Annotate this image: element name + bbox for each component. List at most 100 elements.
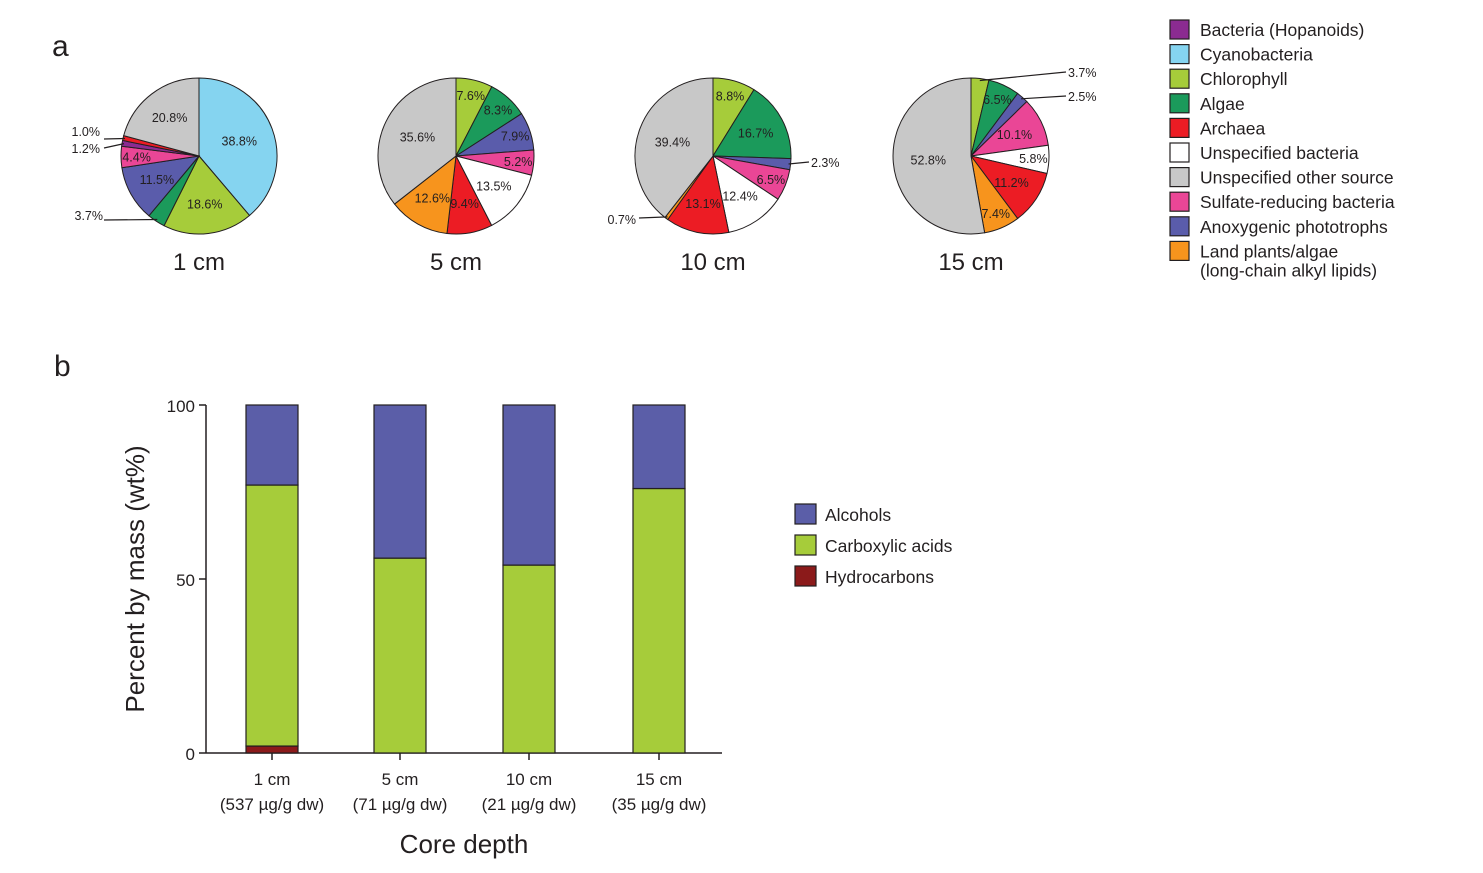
legend-swatch-alcohols: [794, 503, 817, 525]
pie-slice-land-plants-algae: [393, 154, 457, 235]
bar-segment-carboxylic-acids: [245, 484, 299, 747]
slice-label: 6.5%: [757, 173, 786, 187]
legend-swatch-unspecified-other-source: [1169, 167, 1190, 188]
y-axis-title: Percent by mass (wt%): [120, 445, 150, 712]
leader-line: [638, 216, 668, 219]
bar-segment-alcohols: [245, 404, 299, 486]
slice-label: 52.8%: [911, 153, 946, 167]
legend-label: Algae: [1200, 94, 1245, 114]
x-tick-label: 1 cm: [254, 770, 291, 789]
slice-label: 11.5%: [140, 173, 175, 187]
slice-label: 16.7%: [738, 127, 773, 141]
pie-slice-unspecified-other-source: [892, 77, 986, 235]
legend-label: Archaea: [1200, 118, 1265, 138]
slice-label: 7.6%: [456, 89, 485, 103]
slice-label: 13.5%: [476, 180, 511, 194]
legend-label: Hydrocarbons: [825, 567, 934, 587]
bar-segment-alcohols: [373, 404, 427, 559]
legend-label: Cyanobacteria: [1200, 45, 1313, 65]
slice-label: 5.8%: [1019, 152, 1048, 166]
slice-label: 7.9%: [501, 130, 530, 144]
legend-label: Unspecified bacteria: [1200, 143, 1359, 163]
legend-label: Anoxygenic phototrophs: [1200, 217, 1388, 237]
pie-slice-algae: [712, 88, 792, 160]
legend-swatch-chlorophyll: [1169, 68, 1190, 89]
slice-label: 2.5%: [1068, 90, 1097, 104]
pie-slice-chlorophyll: [163, 155, 251, 235]
slice-label: 39.4%: [655, 136, 690, 150]
pie-slice-unspecified-bacteria: [455, 155, 533, 227]
panel-label-a: a: [52, 30, 69, 63]
legend-label-line2: (long-chain alkyl lipids): [1200, 260, 1377, 280]
pie-slice-unspecified-bacteria: [712, 154, 779, 233]
slice-label: 12.4%: [722, 190, 757, 204]
legend-label: Unspecified other source: [1200, 168, 1394, 188]
legend-swatch-archaea: [1169, 117, 1190, 139]
x-tick-sublabel: (71 µg/g dw): [353, 795, 448, 814]
x-tick-label: 5 cm: [382, 770, 419, 789]
legend-swatch-cyanobacteria: [1169, 43, 1190, 65]
pie-slice-unspecified-other-source: [123, 77, 200, 157]
bar-segment-alcohols: [632, 404, 686, 490]
pie-legend: Bacteria (Hopanoids) Cyanobacteria Chlorop…: [1169, 19, 1395, 280]
leader-line: [103, 143, 125, 149]
x-tick-label: 15 cm: [636, 770, 682, 789]
slice-label: 2.3%: [811, 156, 840, 170]
slice-label: 13.1%: [685, 197, 720, 211]
slice-label: 7.4%: [982, 207, 1011, 221]
slice-label: 8.8%: [716, 89, 745, 103]
slice-label: 3.7%: [1068, 66, 1097, 80]
pie-slice-cyanobacteria: [198, 77, 278, 217]
pie-caption: 10 cm: [680, 249, 745, 276]
slice-label: 20.8%: [152, 111, 187, 125]
leader-line: [103, 137, 126, 140]
legend-swatch-land-plants-algae: [1169, 240, 1190, 261]
slice-label: 0.7%: [608, 213, 637, 227]
legend-swatch-unspecified-bacteria: [1169, 142, 1190, 163]
legend-swatch-hydrocarbons: [794, 565, 817, 587]
legend-swatch-algae: [1169, 93, 1190, 114]
slice-label: 4.4%: [122, 150, 151, 164]
slice-label: 3.7%: [75, 209, 104, 223]
bar-segment-hydrocarbons: [245, 745, 299, 754]
x-tick-sublabel: (537 µg/g dw): [220, 795, 324, 814]
x-tick-sublabel: (35 µg/g dw): [612, 795, 707, 814]
stacked-bar-chart: 0 50 100 1 cm (537 µg/g dw) 5 cm (71 µg/g dw) 1…: [120, 397, 722, 859]
pie-caption: 15 cm: [938, 249, 1003, 276]
leader-line: [1021, 95, 1067, 100]
bar-segment-carboxylic-acids: [632, 487, 686, 754]
legend-swatch-sulfate-reducing-bacteria: [1169, 191, 1190, 212]
slice-label: 38.8%: [222, 135, 257, 149]
pie-10-cm: 8.8% 16.7% 2.3% 6.5%12.4%13.1% 0.7% 39.4% 10 c…: [608, 77, 840, 276]
pie-slice-unspecified-other-source: [377, 77, 457, 205]
pie-charts: 38.8% 18.6% 3.7% 11.5% 4.4% 1.2% 1.0% 20.8% 1 cm…: [72, 66, 1097, 276]
leader-line: [788, 161, 810, 165]
y-tick-label: 0: [186, 745, 195, 764]
y-tick-label: 50: [176, 571, 195, 590]
legend-swatch-bacteria-hopanoids: [1169, 19, 1190, 40]
slice-label: 18.6%: [187, 198, 222, 212]
bar-segment-carboxylic-acids: [502, 564, 556, 754]
x-tick-sublabel: (21 µg/g dw): [482, 795, 577, 814]
x-tick-label: 10 cm: [506, 770, 552, 789]
slice-label: 1.2%: [72, 142, 101, 156]
slice-label: 10.1%: [997, 128, 1032, 142]
panel-label-b: b: [54, 350, 71, 383]
pie-caption: 1 cm: [173, 249, 225, 276]
bar-legend: Alcohols Carboxylic acids Hydrocarbons: [794, 503, 953, 587]
y-tick-label: 100: [167, 397, 195, 416]
legend-label: Alcohols: [825, 505, 891, 525]
leader-line: [979, 71, 1067, 82]
legend-label: Land plants/algae: [1200, 241, 1338, 261]
pie-15-cm: 3.7% 6.5% 2.5% 10.1% 5.8% 11.2% 7.4% 52.8% 15 cm: [892, 66, 1097, 276]
slice-label: 11.2%: [994, 176, 1029, 190]
bar-segment-alcohols: [502, 404, 556, 566]
legend-label: Chlorophyll: [1200, 69, 1288, 89]
pie-slice-unspecified-other-source: [634, 77, 714, 219]
x-axis-title: Core depth: [400, 829, 529, 859]
pie-5-cm: 7.6%8.3% 7.9% 5.2% 13.5% 9.4%12.6% 35.6% 5 cm: [377, 77, 535, 276]
pie-slice-archaea: [667, 154, 730, 235]
legend-label: Bacteria (Hopanoids): [1200, 20, 1364, 40]
slice-label: 6.5%: [983, 93, 1012, 107]
